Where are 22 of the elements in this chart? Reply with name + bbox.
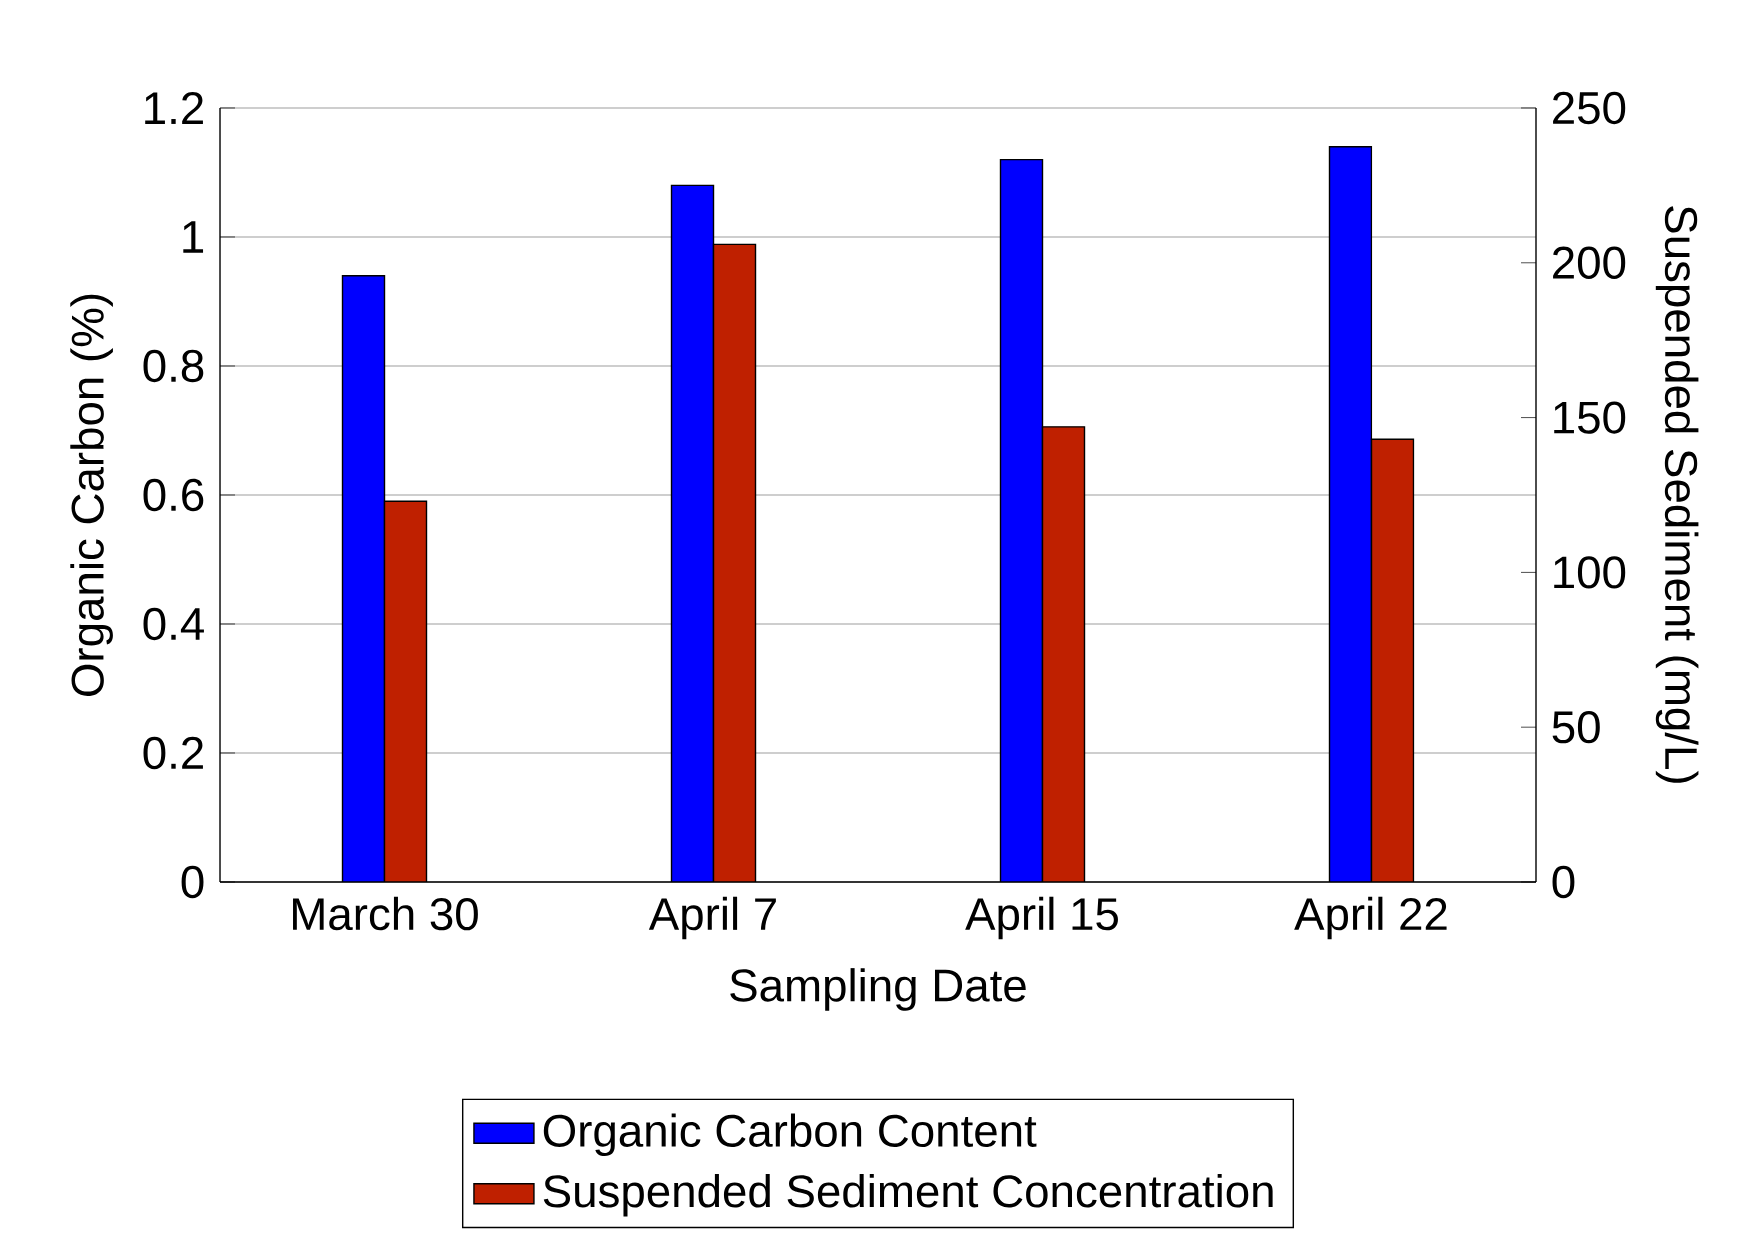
x-tick-label: April 22 <box>1294 896 1447 940</box>
y2-tick-label: 50 <box>1552 711 1600 744</box>
x-axis-title: Sampling Date <box>730 968 1026 1011</box>
y-tick-label: 0.4 <box>143 607 204 641</box>
y-tick-label: 0.6 <box>143 478 204 512</box>
y2-axis-title: Suspended Sediment (mg/L) <box>1655 206 1699 783</box>
y2-tick-label: 100 <box>1554 556 1626 589</box>
legend-label: Suspended Sediment Concentration <box>543 1173 1273 1217</box>
x-tick-label: March 30 <box>293 896 478 931</box>
y-axis-title: Organic Carbon (%) <box>70 294 113 696</box>
y2-tick-label: 0 <box>1552 865 1575 899</box>
y-tick-label: 0.8 <box>143 349 204 383</box>
y2-tick-label: 150 <box>1554 401 1626 434</box>
y-tick-label: 1 <box>183 221 204 253</box>
y-tick-label: 1.2 <box>145 92 203 124</box>
legend-label: Organic Carbon Content <box>543 1113 1037 1157</box>
x-tick-label: April 7 <box>648 896 776 940</box>
y-tick-label: 0.2 <box>143 736 203 770</box>
y2-tick-label: 200 <box>1553 246 1626 279</box>
y2-tick-label: 250 <box>1553 91 1626 125</box>
y-tick-label: 0 <box>181 865 204 899</box>
x-tick-label: April 15 <box>965 896 1118 940</box>
